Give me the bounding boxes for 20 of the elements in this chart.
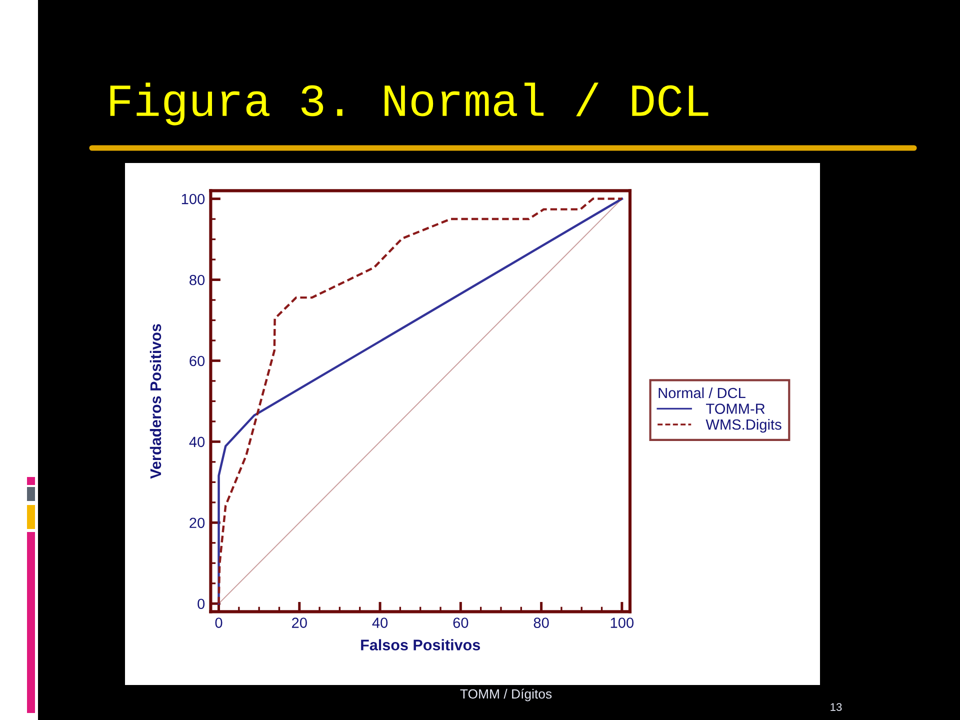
y-tick-label: 20 bbox=[190, 518, 205, 528]
x-tick-label: 100 bbox=[610, 618, 634, 628]
x-tick-label: 0 bbox=[215, 618, 222, 628]
chart-title: Figura 3. Normal / DCL bbox=[110, 82, 708, 126]
x-axis-title: Falsos Positivos bbox=[361, 639, 480, 650]
legend-label: TOMM-R bbox=[706, 404, 765, 414]
x-tick-label: 60 bbox=[453, 618, 468, 628]
text: 13 bbox=[830, 703, 842, 711]
legend-title: Normal / DCL bbox=[658, 387, 746, 398]
x-tick-label: 40 bbox=[372, 618, 388, 628]
text: TOMM / Dígitos bbox=[460, 688, 552, 702]
y-tick-label: 80 bbox=[190, 274, 205, 286]
y-tick-label: 100 bbox=[182, 194, 205, 204]
x-tick-label: 20 bbox=[292, 618, 307, 628]
y-tick-label: 0 bbox=[198, 598, 205, 610]
y-tick-label: 40 bbox=[189, 436, 205, 448]
legend-label: WMS.Digits bbox=[706, 419, 782, 433]
x-tick-label: 80 bbox=[534, 618, 549, 628]
y-tick-label: 60 bbox=[190, 356, 205, 366]
y-axis-title: Verdaderos Positivos bbox=[150, 324, 162, 479]
